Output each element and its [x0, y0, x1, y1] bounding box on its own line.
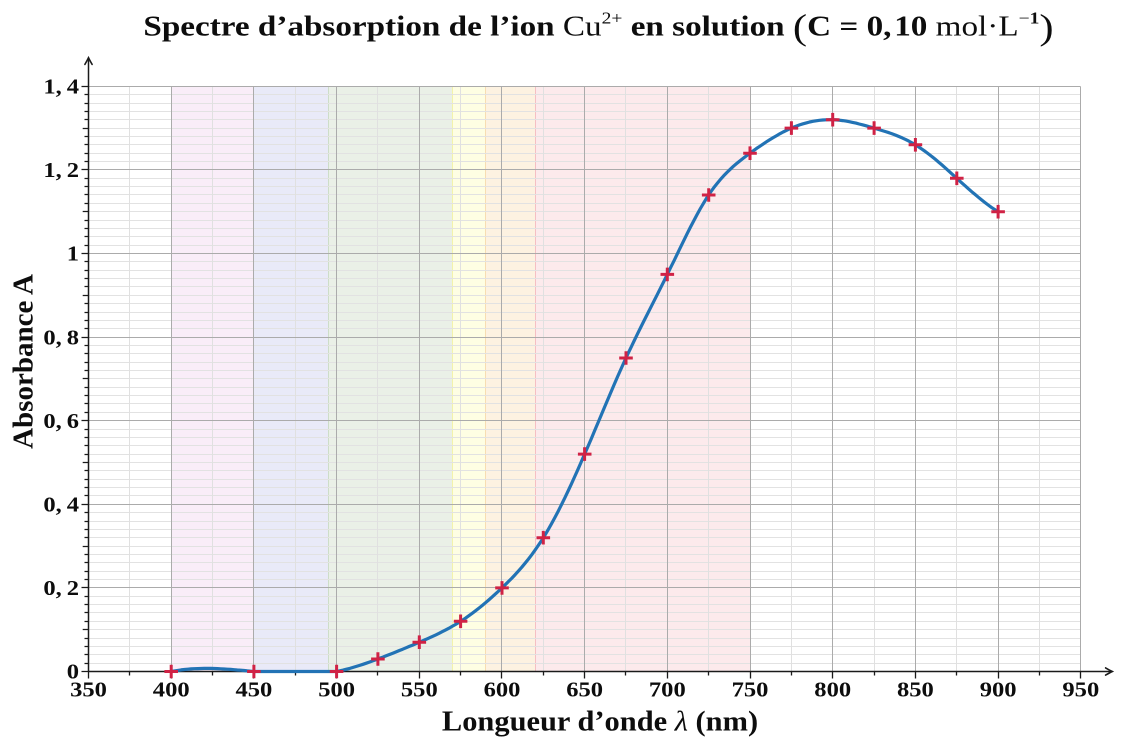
svg-text:1, 4: 1, 4	[43, 75, 79, 98]
svg-text:500: 500	[318, 678, 355, 701]
svg-text:1, 2: 1, 2	[43, 159, 79, 182]
svg-text:350: 350	[70, 678, 107, 701]
svg-text:Spectre d’absorption de l’ion: Spectre d’absorption de l’ion Cu2+ en so…	[143, 7, 1053, 47]
svg-text:Absorbance A: Absorbance A	[8, 274, 40, 449]
svg-text:800: 800	[814, 678, 851, 701]
svg-text:0: 0	[67, 660, 79, 683]
svg-text:650: 650	[566, 678, 603, 701]
svg-text:0, 2: 0, 2	[43, 577, 79, 600]
svg-text:1: 1	[67, 242, 79, 265]
svg-text:950: 950	[1062, 678, 1099, 701]
svg-text:850: 850	[897, 678, 934, 701]
svg-text:750: 750	[732, 678, 769, 701]
svg-text:600: 600	[484, 678, 521, 701]
svg-text:700: 700	[649, 678, 686, 701]
svg-text:550: 550	[401, 678, 438, 701]
svg-text:0, 8: 0, 8	[43, 326, 79, 349]
svg-text:0, 6: 0, 6	[43, 410, 79, 433]
svg-text:400: 400	[153, 678, 190, 701]
svg-text:450: 450	[235, 678, 272, 701]
svg-text:Longueur d’onde λ (nm): Longueur d’onde λ (nm)	[442, 706, 758, 737]
svg-text:900: 900	[980, 678, 1017, 701]
svg-text:0, 4: 0, 4	[43, 493, 79, 516]
